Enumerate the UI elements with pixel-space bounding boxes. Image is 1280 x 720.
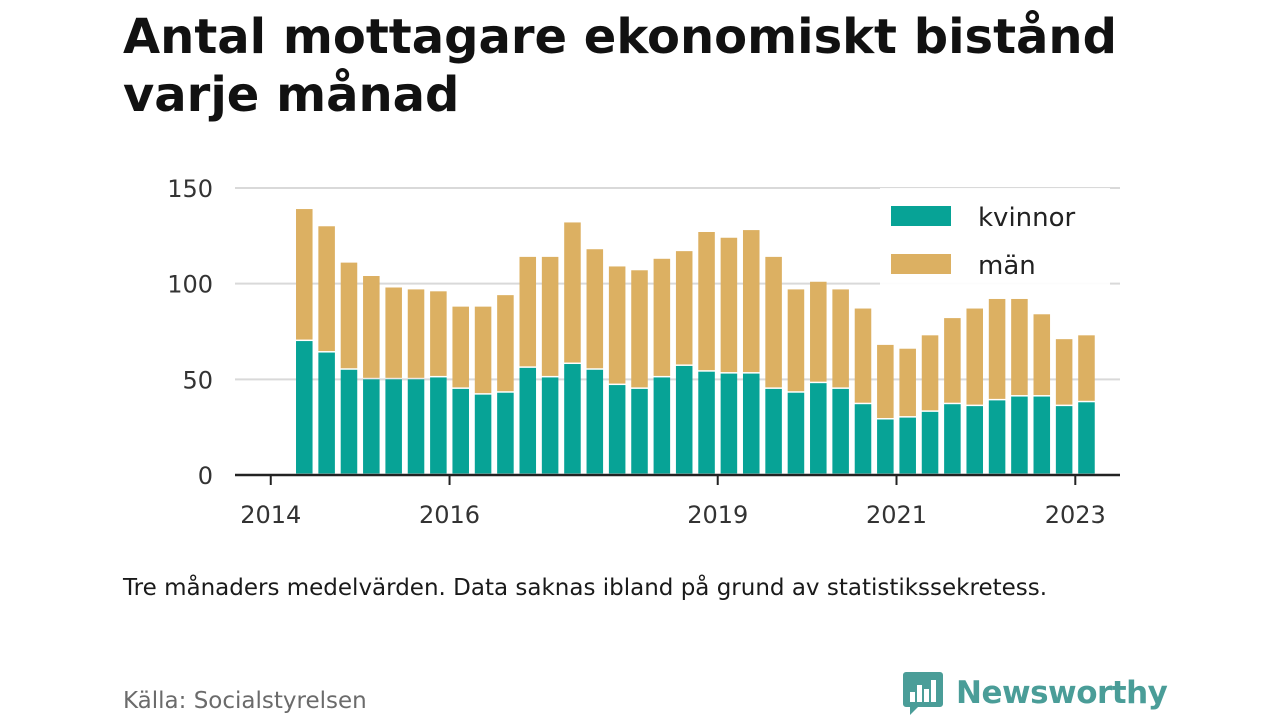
bar-män bbox=[363, 276, 380, 378]
bar-män bbox=[586, 249, 604, 369]
bar-kvinnor bbox=[385, 379, 402, 474]
bar-kvinnor bbox=[832, 388, 849, 474]
bars bbox=[296, 209, 1095, 474]
bar-kvinnor bbox=[474, 394, 492, 474]
bar-kvinnor bbox=[430, 377, 447, 474]
bar-kvinnor bbox=[497, 392, 514, 474]
y-tick-label: 50 bbox=[182, 366, 213, 394]
y-tick-label: 0 bbox=[198, 462, 213, 490]
bar-män bbox=[519, 256, 537, 367]
bar-kvinnor bbox=[407, 379, 425, 474]
bar-män bbox=[653, 258, 671, 376]
x-tick-label: 2019 bbox=[687, 501, 748, 529]
legend-swatch-män bbox=[891, 254, 951, 274]
bar-män bbox=[608, 266, 626, 384]
bar-kvinnor bbox=[854, 404, 872, 474]
bar-män bbox=[810, 281, 827, 382]
bar-kvinnor bbox=[921, 411, 939, 474]
bar-män bbox=[318, 226, 335, 352]
bar-kvinnor bbox=[296, 341, 313, 474]
bar-kvinnor bbox=[541, 377, 559, 474]
bar-män bbox=[921, 335, 939, 411]
bar-män bbox=[407, 289, 425, 378]
bar-kvinnor bbox=[340, 369, 358, 474]
chart-title: Antal mottagare ekonomiskt bistånd varje… bbox=[123, 9, 1117, 123]
legend: kvinnor män bbox=[880, 188, 1110, 288]
bar-män bbox=[944, 318, 961, 403]
bar-kvinnor bbox=[653, 377, 671, 474]
bar-kvinnor bbox=[564, 364, 581, 474]
bar-män bbox=[385, 287, 402, 378]
bar-kvinnor bbox=[675, 365, 693, 474]
bar-män bbox=[1033, 314, 1051, 396]
legend-swatch-kvinnor bbox=[891, 206, 951, 226]
bar-kvinnor bbox=[765, 388, 782, 474]
bar-män bbox=[720, 237, 738, 373]
source-label: Källa: Socialstyrelsen bbox=[123, 688, 367, 714]
bar-kvinnor bbox=[1033, 396, 1051, 474]
bar-män bbox=[832, 289, 849, 388]
brand-name: Newsworthy bbox=[956, 675, 1168, 711]
bar-kvinnor bbox=[318, 352, 335, 474]
legend-label-män: män bbox=[978, 251, 1036, 281]
x-tick-label: 2016 bbox=[419, 501, 480, 529]
bar-män bbox=[698, 232, 715, 371]
bar-män bbox=[1055, 339, 1073, 405]
y-axis-tick-labels: 0 50 100 150 bbox=[167, 175, 213, 490]
bar-män bbox=[541, 256, 559, 376]
bar-män bbox=[1078, 335, 1095, 401]
legend-label-kvinnor: kvinnor bbox=[978, 203, 1076, 233]
bar-män bbox=[675, 251, 693, 365]
bar-män bbox=[340, 262, 358, 369]
bar-kvinnor bbox=[787, 392, 805, 474]
y-tick-label: 150 bbox=[167, 175, 213, 203]
bar-män bbox=[430, 291, 447, 376]
stacked-bar-chart: 0 50 100 150 2014 2016 2019 2021 2023 kvinnor mä… bbox=[167, 175, 1120, 529]
bar-kvinnor bbox=[944, 404, 961, 474]
bar-kvinnor bbox=[363, 379, 380, 474]
bar-kvinnor bbox=[742, 373, 760, 474]
bar-kvinnor bbox=[608, 385, 626, 474]
bar-kvinnor bbox=[720, 373, 738, 474]
bar-kvinnor bbox=[631, 388, 648, 474]
bar-män bbox=[899, 348, 916, 417]
x-tick-label: 2014 bbox=[240, 501, 301, 529]
bar-kvinnor bbox=[988, 400, 1006, 474]
bar-män bbox=[988, 298, 1006, 399]
bar-män bbox=[765, 256, 782, 388]
brand-logo: Newsworthy bbox=[902, 670, 1168, 716]
bar-chart-speech-icon bbox=[903, 672, 943, 715]
y-tick-label: 100 bbox=[167, 271, 213, 299]
bar-kvinnor bbox=[1078, 402, 1095, 474]
bar-kvinnor bbox=[877, 419, 894, 474]
bar-kvinnor bbox=[519, 367, 537, 474]
bar-kvinnor bbox=[966, 406, 984, 474]
bar-män bbox=[1011, 298, 1028, 396]
bar-män bbox=[497, 295, 514, 392]
bar-män bbox=[787, 289, 805, 392]
bar-män bbox=[452, 306, 469, 388]
x-tick-label: 2021 bbox=[866, 501, 927, 529]
bar-kvinnor bbox=[899, 417, 916, 474]
bar-män bbox=[854, 308, 872, 403]
bar-kvinnor bbox=[810, 383, 827, 474]
x-tick-label: 2023 bbox=[1045, 501, 1106, 529]
bar-män bbox=[296, 209, 313, 340]
bar-män bbox=[742, 230, 760, 373]
x-axis-ticks: 2014 2016 2019 2021 2023 bbox=[240, 475, 1106, 529]
bar-kvinnor bbox=[586, 369, 604, 474]
bar-kvinnor bbox=[1055, 406, 1073, 474]
chart-note: Tre månaders medelvärden. Data saknas ib… bbox=[123, 575, 1048, 601]
bar-män bbox=[631, 270, 648, 388]
bar-kvinnor bbox=[1011, 396, 1028, 474]
bar-kvinnor bbox=[452, 388, 469, 474]
bar-män bbox=[474, 306, 492, 394]
bar-män bbox=[877, 344, 894, 419]
bar-män bbox=[564, 222, 581, 363]
bar-kvinnor bbox=[698, 371, 715, 474]
bar-män bbox=[966, 308, 984, 405]
